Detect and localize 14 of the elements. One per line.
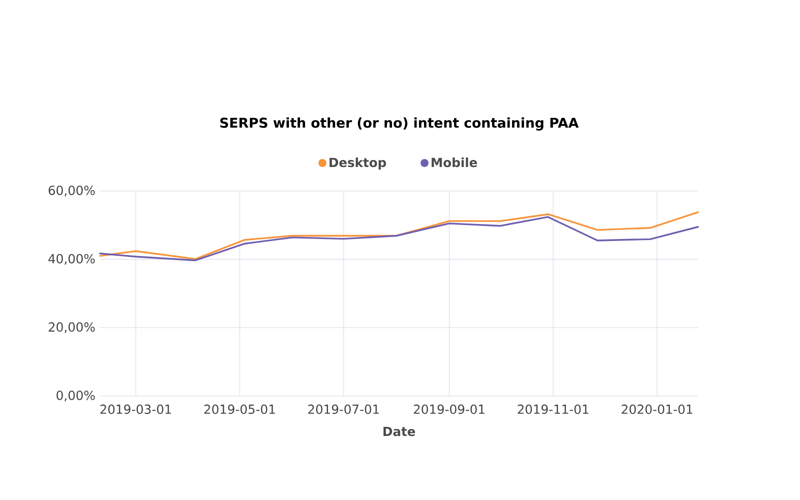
x-tick-label: 2020-01-01 [622, 404, 692, 414]
chart-title: SERPS with other (or no) intent containing PAA [220, 117, 579, 131]
y-tick-label: 0,00% [56, 390, 95, 402]
legend-label: Mobile [432, 157, 477, 168]
x-tick-label: 2019-09-01 [414, 404, 484, 414]
x-tick-label: 2019-03-01 [100, 404, 171, 414]
y-tick-label: 60,00% [48, 186, 95, 196]
legend-label: Desktop [330, 157, 386, 170]
x-tick-label: 2019-11-01 [518, 404, 588, 414]
x-tick-label: 2019-05-01 [204, 404, 275, 414]
x-tick-label: 2019-07-01 [308, 404, 379, 414]
y-tick-label: 20,00% [48, 322, 95, 334]
y-tick-label: 40,00% [48, 254, 95, 265]
x-axis-title: Date [384, 426, 416, 436]
